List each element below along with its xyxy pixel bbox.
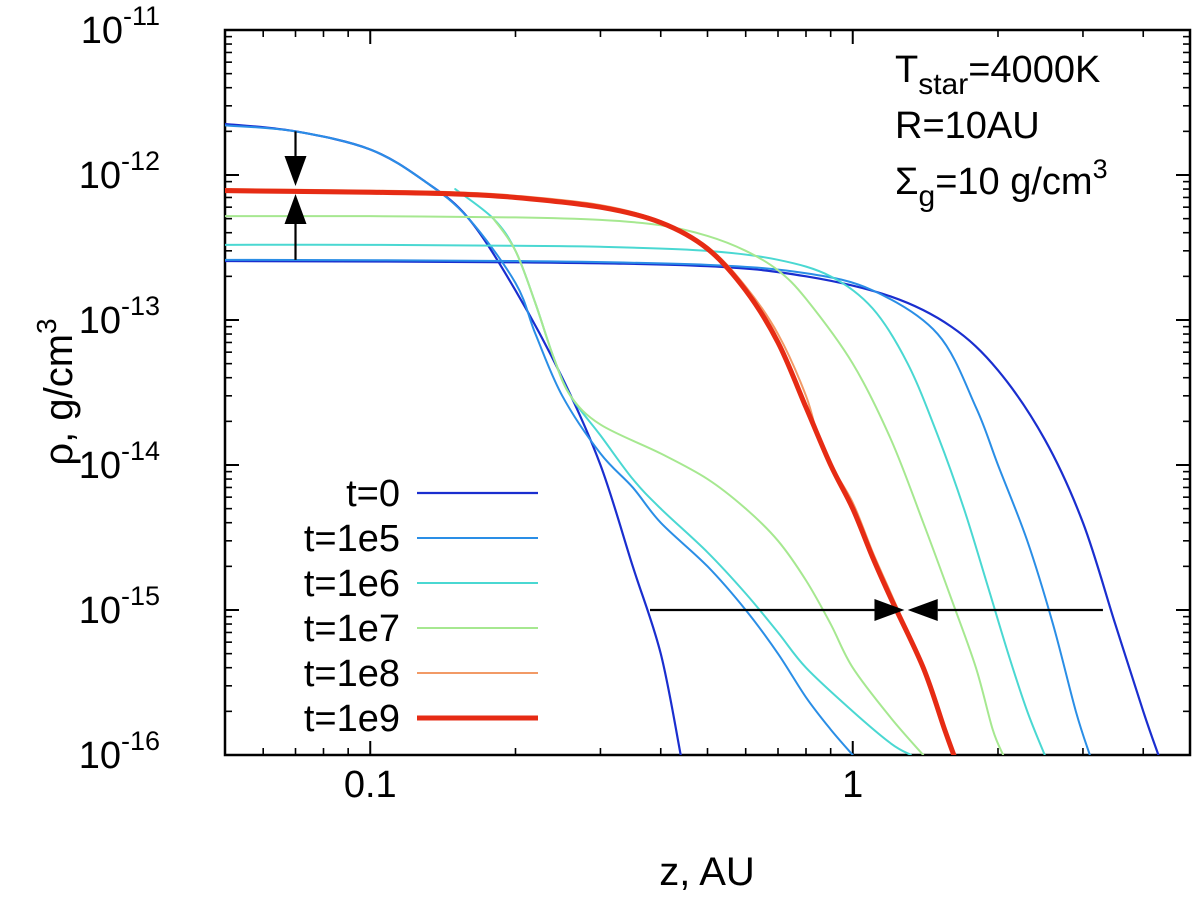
y-tick-label: 10-11 [81,1,160,52]
x-axis-label: z, AU [659,850,755,894]
x-tick-label: 1 [842,764,863,806]
legend-label: t=1e8 [304,653,400,695]
y-tick-exponent: -13 [121,291,160,321]
y-tick-label: 10-16 [79,726,160,777]
y-tick-exponent: -15 [121,581,160,611]
legend-item: t=1e6 [304,563,538,605]
y-axis-label: ρ, g/cm3 [31,318,81,465]
y-tick-base: 10 [81,10,123,52]
series-line [225,258,1091,755]
series-line [492,217,925,755]
arrow-top-down [284,131,307,186]
annotation-part: g [919,180,936,213]
annotation-line: R=10AU [895,105,1040,147]
y-tick-base: 10 [79,590,121,632]
legend-item: t=1e7 [304,608,538,650]
legend-label: t=1e5 [304,518,400,560]
annotation-part: =4000K [968,49,1100,91]
series-t-1e9 [225,188,957,755]
legend-label: t=1e6 [304,563,400,605]
y-tick-label: 10-15 [79,581,160,632]
series-t-1e7 [225,215,1005,755]
legend-item: t=0 [346,473,538,515]
x-tick-label: 0.1 [344,764,397,806]
legend-item: t=1e9 [304,698,538,740]
annotation-part: =10 g/cm [935,161,1092,203]
y-tick-base: 10 [79,445,121,487]
y-tick-label: 10-13 [79,291,160,342]
series-line [225,124,854,755]
legend-label: t=1e7 [304,608,400,650]
y-tick-label: 10-12 [79,146,160,197]
arrow-bottom-up [284,193,307,260]
y-tick-label: 10-14 [79,436,160,487]
annotation-line: Σg=10 g/cm3 [895,154,1108,213]
y-axis-label-exponent: 3 [31,318,62,334]
y-tick-base: 10 [79,155,121,197]
series-t-1e5 [225,124,1091,755]
series-line [225,215,1005,755]
plot-area [223,28,1192,757]
y-tick-exponent: -14 [121,436,160,466]
series-line [225,188,957,755]
arrow-right-left [907,599,1103,621]
y-tick-base: 10 [79,300,121,342]
annotation-part: Σ [895,161,919,203]
y-tick-exponent: -11 [123,1,160,31]
y-tick-exponent: -16 [121,726,160,756]
series-line [225,259,1160,755]
legend-label: t=0 [346,473,400,515]
annotation-part: R=10AU [895,105,1040,147]
y-axis-label-text: ρ, g/cm [37,334,81,466]
y-tick-exponent: -12 [121,146,160,176]
y-tick-base: 10 [79,735,121,777]
arrow-left-right [649,599,905,621]
legend-label: t=1e9 [304,698,400,740]
legend-item: t=1e5 [304,518,538,560]
annotation-part: 3 [1093,154,1108,184]
legend-item: t=1e8 [304,653,538,695]
annotation-part: T [895,49,918,91]
annotation-line: Tstar=4000K [895,49,1100,101]
annotation-part: star [918,68,968,101]
